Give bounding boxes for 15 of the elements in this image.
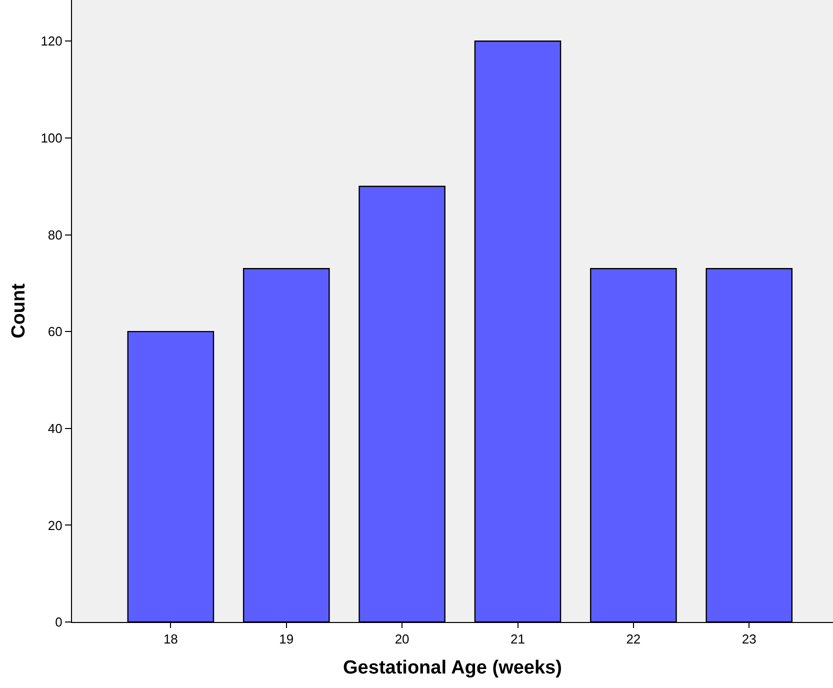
x-axis-title: Gestational Age (weeks) [343,657,562,678]
y-tick-label: 0 [55,614,62,630]
x-tick-label: 23 [742,632,756,647]
y-tick-label: 20 [48,518,62,533]
y-axis-title: Count [8,282,30,338]
x-tick-label: 18 [163,632,178,647]
y-tick-label: 120 [40,34,62,49]
x-tick-label: 21 [510,632,525,647]
x-tick-label: 22 [626,632,641,647]
x-tick-label: 20 [394,632,410,647]
x-tick-label: 19 [279,632,294,647]
y-tick-label: 40 [48,420,62,436]
y-tick-label: 60 [48,324,62,340]
y-tick-label: 80 [48,227,62,242]
y-tick-label: 100 [40,130,62,146]
